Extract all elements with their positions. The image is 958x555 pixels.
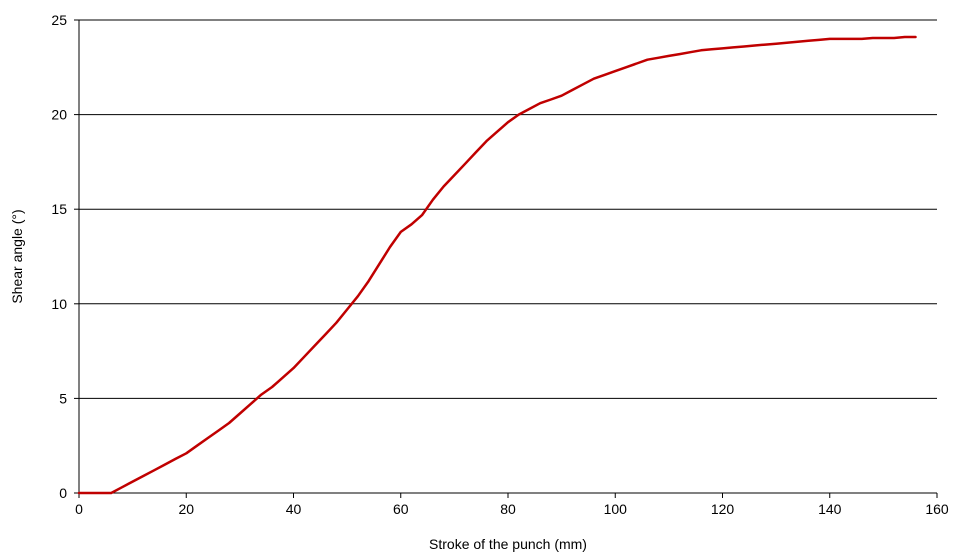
x-tick-label: 20 [178,501,194,517]
x-tick-label: 100 [604,501,628,517]
x-tick-label: 80 [500,501,516,517]
y-tick-label: 10 [51,296,67,312]
series-line [77,35,917,495]
x-tick-label: 60 [393,501,409,517]
y-tick-label: 20 [51,107,67,123]
y-tick-label: 15 [51,201,67,217]
y-axis-title: Shear angle (°) [9,209,25,303]
x-tick-label: 40 [286,501,302,517]
axes [78,20,937,494]
tick-marks [74,19,938,498]
gridlines [79,19,937,399]
y-tick-label: 0 [59,485,67,501]
x-tick-label: 120 [711,501,735,517]
y-tick-label: 25 [51,12,67,28]
x-tick-label: 140 [818,501,842,517]
tick-labels: 0 5 10 15 20 25 0 20 40 60 80 100 120 140 160 [51,12,948,517]
x-axis-title: Stroke of the punch (mm) [429,536,587,552]
series-layer [77,35,917,495]
y-tick-label: 5 [59,390,67,406]
x-tick-label: 0 [75,501,83,517]
x-tick-label: 160 [925,501,949,517]
